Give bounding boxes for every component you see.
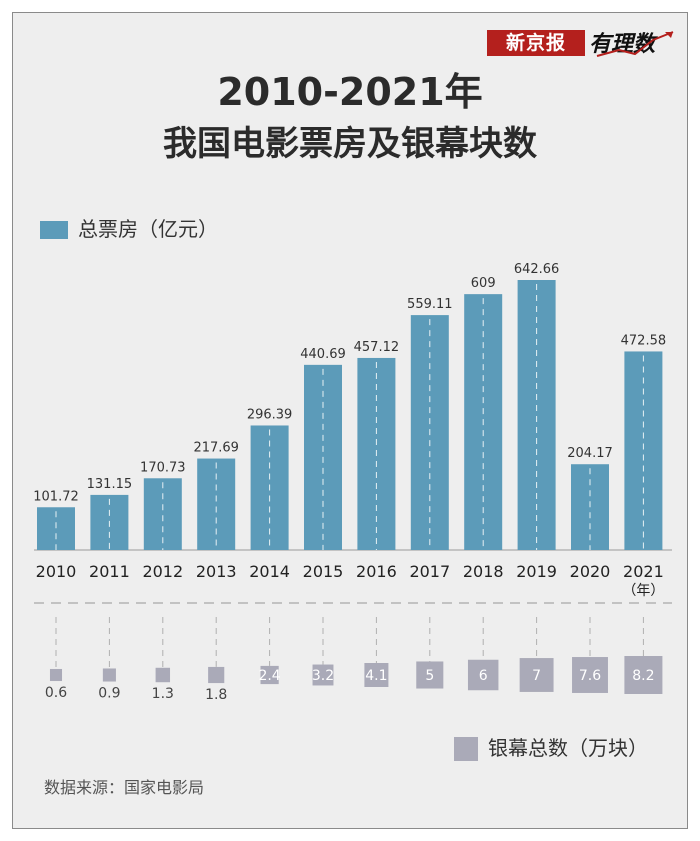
value-label-screens-2012: 1.3 (152, 686, 174, 702)
legend-label-box-office: 总票房（亿元） (78, 217, 218, 241)
value-label-screens-2020: 7.6 (579, 668, 601, 684)
x-tick-label-2013: 2013 (196, 562, 237, 581)
box-screens-2015 (312, 664, 334, 686)
brand-column-logo: 有理数 (589, 24, 679, 60)
x-tick-label-2010: 2010 (36, 562, 77, 581)
legend-swatch-screens (454, 737, 478, 761)
box-screens-2013 (208, 666, 225, 684)
bar-box-office-2021 (624, 351, 663, 550)
value-label-screens-2017: 5 (425, 668, 434, 684)
x-tick-label-2015: 2015 (303, 562, 344, 581)
x-tick-label-2011: 2011 (89, 562, 130, 581)
value-label-screens-2021: 8.2 (632, 668, 654, 684)
value-label-screens-2016: 4.1 (365, 668, 387, 684)
chart-subtitle: 我国电影票房及银幕块数 (163, 124, 537, 164)
value-label-box-office-2012: 170.73 (140, 460, 186, 475)
value-label-box-office-2021: 472.58 (621, 333, 667, 348)
box-screens-2010 (49, 668, 63, 682)
value-label-screens-2015: 3.2 (312, 668, 334, 684)
box-screens-2020 (572, 657, 608, 693)
chart-title: 2010-2021年 (217, 70, 483, 114)
value-label-screens-2018: 6 (479, 668, 488, 684)
x-tick-label-2017: 2017 (409, 562, 450, 581)
x-axis-unit: （年） (622, 583, 664, 599)
value-label-box-office-2020: 204.17 (567, 446, 613, 461)
bar-box-office-2013 (197, 458, 236, 550)
value-label-box-office-2018: 609 (471, 276, 496, 291)
value-label-box-office-2016: 457.12 (354, 340, 400, 355)
value-label-box-office-2010: 101.72 (33, 489, 79, 504)
box-screens-2012 (155, 667, 171, 683)
x-tick-label-2016: 2016 (356, 562, 397, 581)
box-screens-2021 (624, 656, 663, 694)
x-tick-label-2018: 2018 (463, 562, 504, 581)
value-label-screens-2013: 1.8 (205, 687, 227, 703)
brand-column: 有理数 (589, 31, 656, 57)
x-tick-label-2014: 2014 (249, 562, 290, 581)
value-label-screens-2019: 7 (532, 668, 541, 684)
brand-logo: 新京报 有理数 (487, 24, 683, 60)
brand-name: 新京报 (487, 30, 585, 56)
value-label-screens-2011: 0.9 (98, 686, 120, 702)
value-label-box-office-2017: 559.11 (407, 297, 453, 312)
x-tick-label-2020: 2020 (570, 562, 611, 581)
value-label-screens-2010: 0.6 (45, 685, 67, 701)
box-screens-2018 (467, 659, 499, 691)
box-screens-2014 (260, 665, 279, 685)
x-tick-label-2012: 2012 (142, 562, 183, 581)
value-label-box-office-2013: 217.69 (193, 441, 239, 456)
legend-swatch-box-office (40, 221, 68, 239)
value-label-box-office-2019: 642.66 (514, 262, 560, 277)
trend-arrow-icon (596, 31, 674, 57)
value-label-screens-2014: 2.4 (258, 668, 280, 684)
legend-label-screens: 银幕总数（万块） (488, 736, 648, 760)
box-screens-2017 (416, 661, 444, 689)
value-label-box-office-2014: 296.39 (247, 407, 293, 422)
data-source: 数据来源：国家电影局 (44, 778, 205, 797)
x-tick-label-2021: 2021 (623, 562, 664, 581)
value-label-box-office-2011: 131.15 (87, 477, 133, 492)
value-label-box-office-2015: 440.69 (300, 347, 346, 362)
box-screens-2019 (519, 658, 554, 692)
box-screens-2011 (102, 668, 116, 682)
box-screens-2016 (364, 663, 389, 687)
x-tick-label-2019: 2019 (516, 562, 557, 581)
